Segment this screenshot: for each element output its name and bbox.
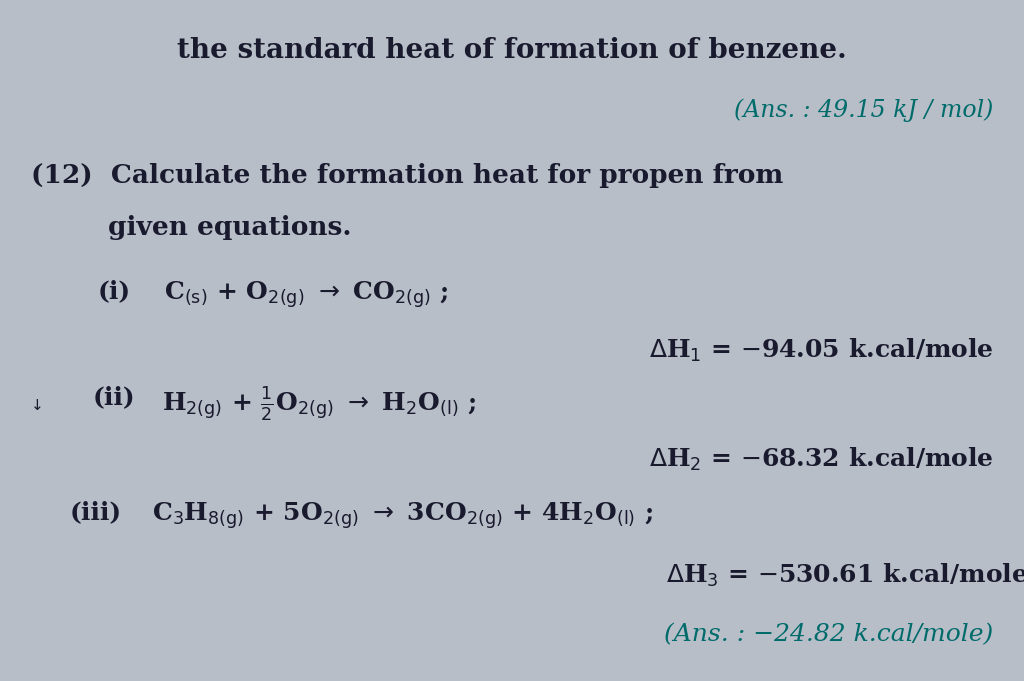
Text: $\Delta$H$_{\rm 2}$ = $-$68.32 k.cal/mole: $\Delta$H$_{\rm 2}$ = $-$68.32 k.cal/mol… (649, 446, 993, 473)
Text: C$_{\rm 3}$H$_{\rm 8(g)}$ + 5O$_{\rm 2(g)}$ $\rightarrow$ 3CO$_{\rm 2(g)}$ + 4H$: C$_{\rm 3}$H$_{\rm 8(g)}$ + 5O$_{\rm 2(g… (152, 501, 652, 531)
Text: H$_{\rm 2(g)}$ + $\frac{1}{2}$O$_{\rm 2(g)}$ $\rightarrow$ H$_{\rm 2}$O$_{\rm (l: H$_{\rm 2(g)}$ + $\frac{1}{2}$O$_{\rm 2(… (162, 385, 476, 423)
Text: (Ans. : −24.82 k.cal/mole): (Ans. : −24.82 k.cal/mole) (664, 623, 993, 646)
Text: given equations.: given equations. (108, 215, 351, 240)
Text: (Ans. : 49.15 kJ / mol): (Ans. : 49.15 kJ / mol) (734, 99, 993, 123)
Text: $\Delta$H$_{\rm 1}$ = $-$94.05 k.cal/mole: $\Delta$H$_{\rm 1}$ = $-$94.05 k.cal/mol… (649, 337, 993, 364)
Text: $\Delta$H$_{\rm 3}$ = $-$530.61 k.cal/mole: $\Delta$H$_{\rm 3}$ = $-$530.61 k.cal/mo… (666, 562, 1024, 589)
Text: (iii): (iii) (70, 501, 122, 524)
Text: (i): (i) (97, 279, 130, 303)
Text: C$_{\rm (s)}$ + O$_{\rm 2(g)}$ $\rightarrow$ CO$_{\rm 2(g)}$ ;: C$_{\rm (s)}$ + O$_{\rm 2(g)}$ $\rightar… (164, 279, 449, 310)
Text: the standard heat of formation of benzene.: the standard heat of formation of benzen… (177, 37, 847, 65)
Text: (12)  Calculate the formation heat for propen from: (12) Calculate the formation heat for pr… (31, 163, 783, 189)
Text: (ii): (ii) (92, 385, 135, 409)
Text: ↓: ↓ (31, 398, 43, 413)
